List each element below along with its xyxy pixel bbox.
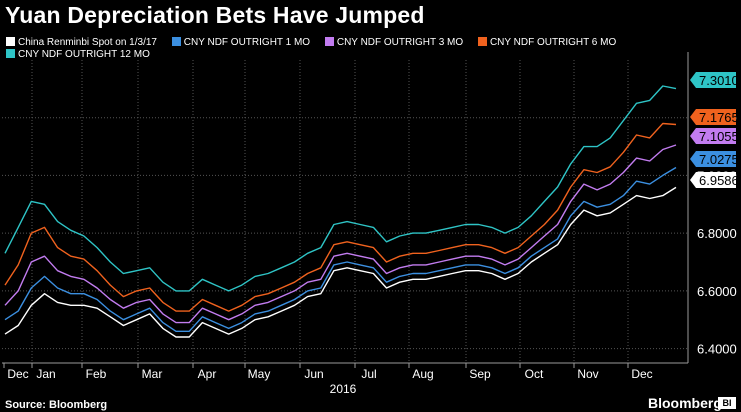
legend-item-12mo: CNY NDF OUTRIGHT 12 MO (6, 49, 150, 61)
legend-label: CNY NDF OUTRIGHT 1 MO (183, 37, 311, 48)
legend-item-3mo: CNY NDF OUTRIGHT 3 MO (324, 37, 464, 49)
y-tick-label: 6.6000 (697, 284, 737, 299)
legend-swatch (477, 37, 487, 46)
x-tick-label: Aug (412, 367, 433, 381)
x-tick-label: Nov (577, 367, 598, 381)
x-tick-label: Oct (525, 367, 544, 381)
x-tick-label: Jun (304, 367, 323, 381)
legend-item-spot: China Renminbi Spot on 1/3/17 (6, 37, 157, 49)
last-value-label: 7.1055 (699, 129, 739, 144)
chart-legend: China Renminbi Spot on 1/3/17 CNY NDF OU… (6, 37, 686, 61)
y-tick-label: 6.4000 (697, 342, 737, 357)
x-axis-label: 2016 (330, 382, 357, 396)
last-value-badge (690, 128, 736, 144)
series-line-0 (4, 186, 677, 338)
legend-swatch (6, 49, 15, 58)
x-tick-label: Feb (86, 367, 107, 381)
legend-item-6mo: CNY NDF OUTRIGHT 6 MO (477, 37, 617, 49)
source-note: Source: Bloomberg (5, 399, 108, 411)
last-value-label: 7.0275 (699, 152, 739, 167)
last-value-label: 7.3010 (699, 73, 739, 88)
last-value-label: 7.1765 (699, 110, 739, 125)
x-tick-label: May (248, 367, 271, 381)
series-line-1 (4, 166, 677, 332)
last-value-badge (690, 109, 736, 125)
x-tick-label: Dec (7, 367, 28, 381)
brand-logo: Bloomberg (648, 395, 722, 411)
y-tick-label: 6.8000 (697, 226, 737, 241)
legend-label: CNY NDF OUTRIGHT 3 MO (336, 37, 464, 48)
last-value-badge (690, 172, 736, 188)
legend-swatch (324, 37, 334, 46)
legend-item-1mo: CNY NDF OUTRIGHT 1 MO (171, 37, 311, 49)
x-tick-label: Sep (469, 367, 491, 381)
brand-badge: BI (718, 397, 736, 409)
chart-title: Yuan Depreciation Bets Have Jumped (5, 2, 425, 28)
x-tick-label: Jan (36, 367, 55, 381)
legend-swatch (6, 37, 15, 46)
last-value-badge (690, 72, 736, 88)
series-line-2 (4, 144, 677, 324)
x-tick-label: Dec (631, 367, 652, 381)
x-tick-label: Mar (142, 367, 163, 381)
series-line-4 (4, 85, 677, 292)
legend-label: China Renminbi Spot on 1/3/17 (18, 37, 157, 48)
legend-label: CNY NDF OUTRIGHT 12 MO (18, 49, 150, 60)
last-value-badge (690, 151, 736, 167)
last-value-label: 6.9586 (699, 173, 739, 188)
x-tick-label: Apr (198, 367, 217, 381)
x-tick-label: Jul (361, 367, 376, 381)
series-line-3 (4, 122, 677, 312)
legend-label: CNY NDF OUTRIGHT 6 MO (489, 37, 617, 48)
legend-swatch (171, 37, 181, 46)
